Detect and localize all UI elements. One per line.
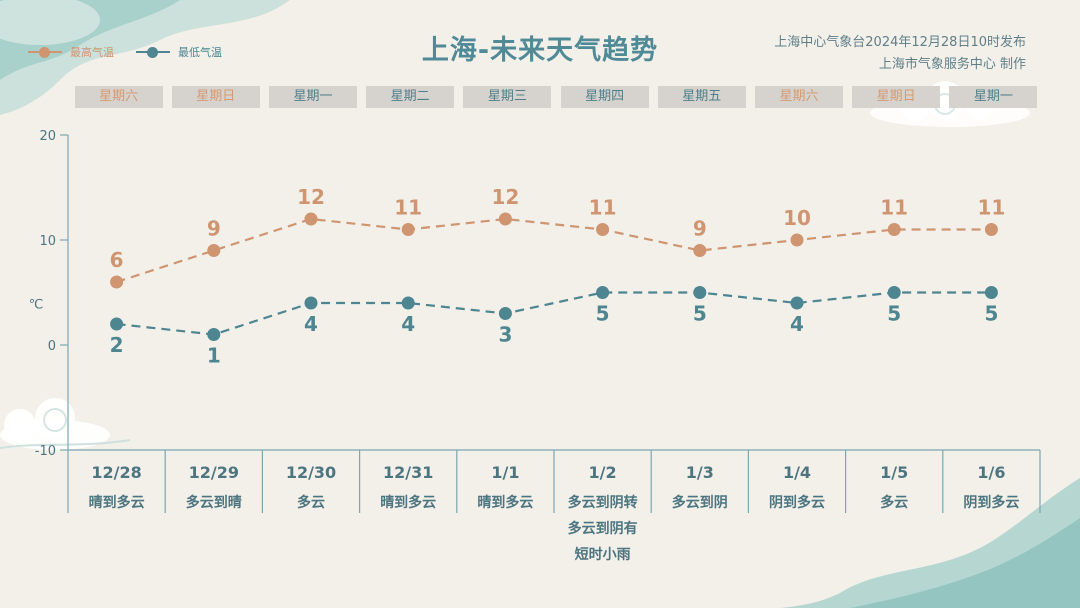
weekday-label: 星期四 xyxy=(560,86,649,108)
weather-label: 短时小雨 xyxy=(575,546,631,563)
series-line-max xyxy=(116,217,992,284)
date-label: 12/30 xyxy=(286,463,336,482)
date-label: 12/31 xyxy=(383,463,433,482)
date-label: 1/3 xyxy=(686,463,714,482)
weather-label: 晴到多云 xyxy=(380,494,436,511)
weather-label: 多云 xyxy=(880,494,908,511)
weekday-label: 星期日 xyxy=(852,86,941,108)
value-label-min: 5 xyxy=(984,302,998,326)
decorative-cloud-bottom-left xyxy=(0,398,131,450)
weekday-label: 星期六 xyxy=(755,86,843,108)
value-label-min: 4 xyxy=(401,312,415,336)
point-max xyxy=(596,223,610,236)
decorative-cloud-top-left xyxy=(0,0,290,115)
point-max xyxy=(887,223,901,236)
legend-swatch-min xyxy=(136,47,170,58)
y-tick-label: 10 xyxy=(39,234,56,249)
weather-label: 多云到晴 xyxy=(186,494,242,511)
source-line-2: 上海市气象服务中心 制作 xyxy=(878,57,1026,72)
y-tick-label: -10 xyxy=(35,444,56,459)
value-label-min: 3 xyxy=(498,323,512,347)
legend-item-min: 最低气温 xyxy=(136,44,222,60)
value-label-max: 10 xyxy=(783,206,811,230)
weekday-strip: 星期六 星期日 星期一 星期二 星期三 星期四 星期五 星期六 星期日 星期一 xyxy=(70,86,1042,108)
weather-label: 多云到阴转 xyxy=(568,494,638,511)
weekday-label: 星期六 xyxy=(74,86,163,108)
weather-label: 多云 xyxy=(297,494,325,511)
point-max xyxy=(984,223,998,236)
y-tick-label: 0 xyxy=(48,339,56,354)
weekday-label: 星期三 xyxy=(463,86,552,108)
value-label-max: 11 xyxy=(394,196,422,220)
point-min xyxy=(887,286,901,299)
decorative-wave-bottom-right xyxy=(780,478,1080,608)
value-label-min: 4 xyxy=(790,312,804,336)
point-min xyxy=(790,296,804,310)
point-max xyxy=(207,244,221,257)
date-label: 1/5 xyxy=(880,463,908,482)
value-label-max: 9 xyxy=(207,217,221,241)
weather-label: 多云到阴 xyxy=(672,494,728,511)
point-max xyxy=(498,212,512,226)
weekday-label: 星期一 xyxy=(949,86,1038,108)
value-label-max: 11 xyxy=(589,196,617,220)
value-label-min: 5 xyxy=(596,302,610,326)
weekday-label: 星期二 xyxy=(366,86,455,108)
legend-item-max: 最高气温 xyxy=(28,44,114,60)
date-label: 1/1 xyxy=(491,463,519,482)
legend-label-max: 最高气温 xyxy=(70,46,114,59)
weather-label: 晴到多云 xyxy=(89,494,145,511)
date-label: 1/6 xyxy=(977,463,1005,482)
point-max xyxy=(110,275,124,289)
point-min xyxy=(596,286,610,299)
weather-label: 阴到多云 xyxy=(769,494,825,511)
value-label-max: 11 xyxy=(880,196,908,220)
chart-legend: 最高气温 最低气温 xyxy=(28,44,244,60)
weather-label: 多云到阴有 xyxy=(568,520,638,537)
date-label: 12/29 xyxy=(189,463,239,482)
weekday-label: 星期日 xyxy=(171,86,260,108)
point-min xyxy=(304,296,318,310)
weekday-label: 星期一 xyxy=(269,86,357,108)
value-label-min: 5 xyxy=(887,302,901,326)
point-max xyxy=(401,223,415,236)
series-line-min xyxy=(116,291,992,336)
weekday-label: 星期五 xyxy=(657,86,746,108)
point-min xyxy=(498,307,512,320)
value-label-min: 5 xyxy=(693,302,707,326)
date-label: 1/2 xyxy=(589,463,617,482)
weather-label: 阴到多云 xyxy=(963,494,1019,511)
value-label-max: 12 xyxy=(491,185,519,209)
legend-label-min: 最低气温 xyxy=(178,46,222,59)
point-min xyxy=(984,286,998,299)
value-label-max: 6 xyxy=(110,248,124,272)
point-max xyxy=(304,212,318,226)
point-min xyxy=(207,328,221,341)
legend-swatch-max xyxy=(28,47,62,58)
value-label-max: 12 xyxy=(297,185,325,209)
point-max xyxy=(693,244,707,257)
value-label-min: 4 xyxy=(304,312,318,336)
source-line-1: 上海中心气象台2024年12月28日10时发布 xyxy=(774,35,1026,50)
value-label-min: 2 xyxy=(110,333,124,357)
value-label-max: 9 xyxy=(693,217,707,241)
y-axis-unit: ℃ xyxy=(29,297,44,312)
value-label-min: 1 xyxy=(207,344,221,368)
point-min xyxy=(693,286,707,299)
y-tick-label: 20 xyxy=(39,129,56,144)
point-max xyxy=(790,233,804,247)
date-label: 12/28 xyxy=(91,463,141,482)
point-min xyxy=(401,296,415,310)
point-min xyxy=(110,317,124,331)
weather-label: 晴到多云 xyxy=(477,494,533,511)
value-label-max: 11 xyxy=(977,196,1005,220)
date-label: 1/4 xyxy=(783,463,811,482)
page-title: 上海-未来天气趋势 xyxy=(421,35,659,66)
